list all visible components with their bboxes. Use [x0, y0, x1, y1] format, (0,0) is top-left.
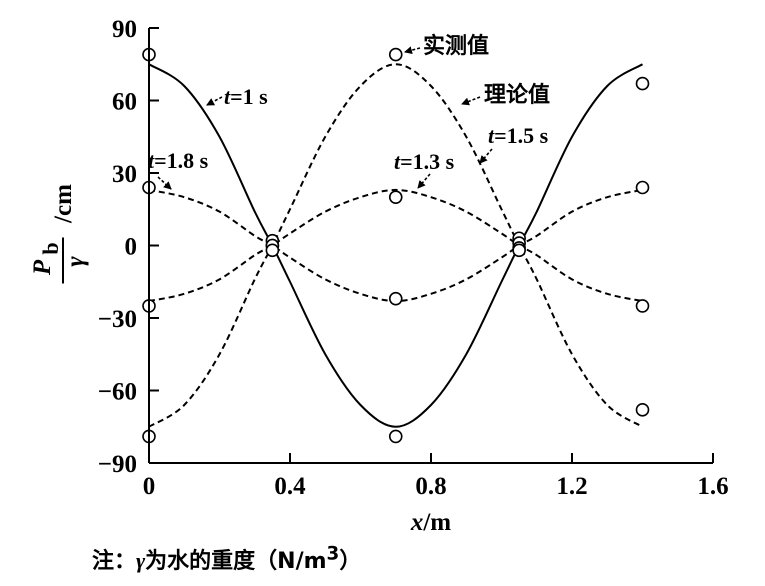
series-line-3 — [148, 188, 643, 303]
leader-measured — [404, 46, 421, 55]
x-tick-label: 1.2 — [556, 473, 587, 500]
measured-point — [635, 180, 650, 195]
note-prefix: 注： — [92, 549, 137, 574]
note-text: 为水的重度（N/m — [145, 549, 327, 574]
gamma-symbol: γ — [136, 548, 146, 573]
y-title-unit: /cm — [50, 184, 77, 224]
y-tick-label: 60 — [112, 89, 137, 116]
leader-t1 — [206, 96, 223, 106]
measured-point — [265, 243, 280, 258]
footnote: 注：γ为水的重度（N/m3） — [92, 543, 361, 575]
measured-point — [635, 299, 650, 313]
x-tick-label: 1.6 — [697, 473, 728, 500]
measured-point — [388, 429, 403, 444]
x-axis-title: x/m — [410, 509, 451, 536]
measured-point — [635, 76, 650, 91]
leader-theory — [461, 96, 481, 106]
x-tick-label: 0 — [143, 473, 156, 500]
annotation-t15: t=1.5 s — [488, 123, 549, 148]
curves — [148, 63, 644, 428]
measured-point — [512, 243, 526, 258]
measured-point — [388, 47, 403, 62]
measured-point — [388, 291, 403, 306]
series-line-2 — [148, 63, 644, 428]
y-title-denominator: γ — [62, 256, 89, 267]
y-tick-label: −30 — [98, 306, 137, 333]
measured-point — [388, 190, 403, 204]
y-axis-title: Pbγ/cm — [29, 184, 89, 284]
measured-point — [635, 403, 650, 417]
measured-markers — [142, 47, 650, 444]
series-line-1 — [148, 63, 644, 428]
legend-theory-label: 理论值 — [484, 82, 550, 108]
y-tick-label: 0 — [125, 234, 138, 261]
note-suffix: ） — [339, 549, 362, 574]
annotation-t1: t=1 s — [224, 84, 268, 109]
annotation-t13: t=1.3 s — [394, 149, 455, 174]
axes: 0 0.4 0.8 1.2 1.6 90 60 30 0 −30 −60 −90 x/m Pbγ/cm — [29, 16, 729, 536]
series-line-4 — [148, 188, 643, 303]
x-tick-label: 0.8 — [415, 473, 446, 500]
leader-t13 — [417, 173, 431, 189]
annotation-t18: t=1.8 s — [148, 148, 209, 173]
y-tick-label: 90 — [112, 16, 137, 43]
x-tick-label: 0.4 — [274, 473, 306, 500]
y-tick-label: −60 — [98, 379, 137, 406]
y-tick-label: −90 — [98, 451, 137, 478]
leader-t15 — [479, 148, 493, 164]
y-tick-label: 30 — [112, 161, 137, 188]
y-title-numerator: P — [29, 259, 56, 276]
y-title-subscript: b — [38, 242, 63, 254]
leader-t18 — [157, 176, 172, 190]
legend-measured-label: 实测值 — [423, 33, 489, 59]
note-sup: 3 — [326, 543, 340, 565]
chart: 0 0.4 0.8 1.2 1.6 90 60 30 0 −30 −60 −90 x/m Pbγ/cm t… — [29, 16, 729, 536]
